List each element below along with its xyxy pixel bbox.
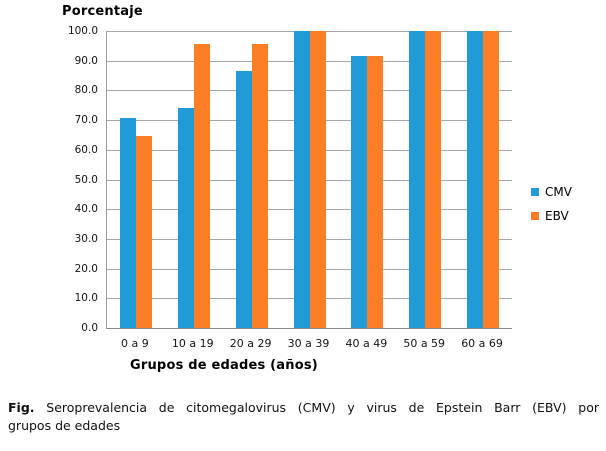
y-tick-label: 100.0	[67, 25, 98, 37]
caption-line1-text: Seroprevalencia de citomegalovirus (CMV)…	[46, 400, 599, 415]
y-tick-label: 20.0	[74, 262, 98, 275]
bar-cmv-0-a-9	[119, 117, 136, 328]
bar-ebv-50-a-59	[425, 31, 442, 328]
legend-swatch-cmv	[531, 188, 539, 196]
x-tick-label-0-a-9: 0 a 9	[121, 337, 149, 350]
legend-label-cmv: CMV	[545, 185, 572, 199]
y-tick-label: 60.0	[74, 143, 98, 156]
caption-line-1: Fig. Seroprevalencia de citomegalovirus …	[8, 399, 599, 417]
legend-swatch-ebv	[531, 212, 539, 220]
legend: CMV EBV	[531, 185, 572, 234]
x-tick-label-30-a-39: 30 a 39	[287, 337, 330, 350]
caption-prefix: Fig.	[8, 400, 35, 415]
plot-area	[106, 31, 512, 329]
bar-ebv-20-a-29	[251, 44, 268, 328]
y-tick-label: 90.0	[74, 54, 98, 67]
x-tick-label-50-a-59: 50 a 59	[403, 337, 446, 350]
bar-cmv-10-a-19	[177, 108, 194, 328]
bar-ebv-0-a-9	[135, 136, 152, 328]
bar-ebv-60-a-69	[483, 31, 500, 328]
bar-ebv-40-a-49	[367, 56, 384, 328]
y-tick-label: 10.0	[74, 292, 98, 305]
y-tick-label: 80.0	[74, 84, 98, 97]
figure-caption: Fig. Seroprevalencia de citomegalovirus …	[8, 399, 599, 435]
x-tick-label-10-a-19: 10 a 19	[171, 337, 214, 350]
x-axis-title: Grupos de edades (años)	[130, 358, 318, 373]
y-tick-label: 70.0	[74, 114, 98, 127]
y-tick-label: 30.0	[74, 232, 98, 245]
bar-cmv-20-a-29	[235, 71, 252, 328]
bar-cmv-30-a-39	[293, 31, 310, 328]
legend-label-ebv: EBV	[545, 209, 569, 223]
y-tick-label: 50.0	[74, 173, 98, 186]
x-tick-label-60-a-69: 60 a 69	[461, 337, 503, 350]
x-tick-label-20-a-29: 20 a 29	[229, 337, 272, 350]
y-tick-label: 0.0	[81, 322, 98, 334]
bar-ebv-30-a-39	[309, 31, 326, 328]
x-tick-label-40-a-49: 40 a 49	[345, 337, 388, 350]
legend-item-cmv: CMV	[531, 185, 572, 199]
bar-cmv-40-a-49	[351, 56, 368, 328]
bar-cmv-60-a-69	[467, 31, 484, 328]
y-axis-title: Porcentaje	[62, 4, 143, 19]
bar-cmv-50-a-59	[409, 31, 426, 328]
legend-item-ebv: EBV	[531, 209, 572, 223]
y-tick-label: 40.0	[74, 203, 98, 216]
caption-line-2: grupos de edades	[8, 418, 121, 433]
bar-ebv-10-a-19	[193, 44, 210, 328]
